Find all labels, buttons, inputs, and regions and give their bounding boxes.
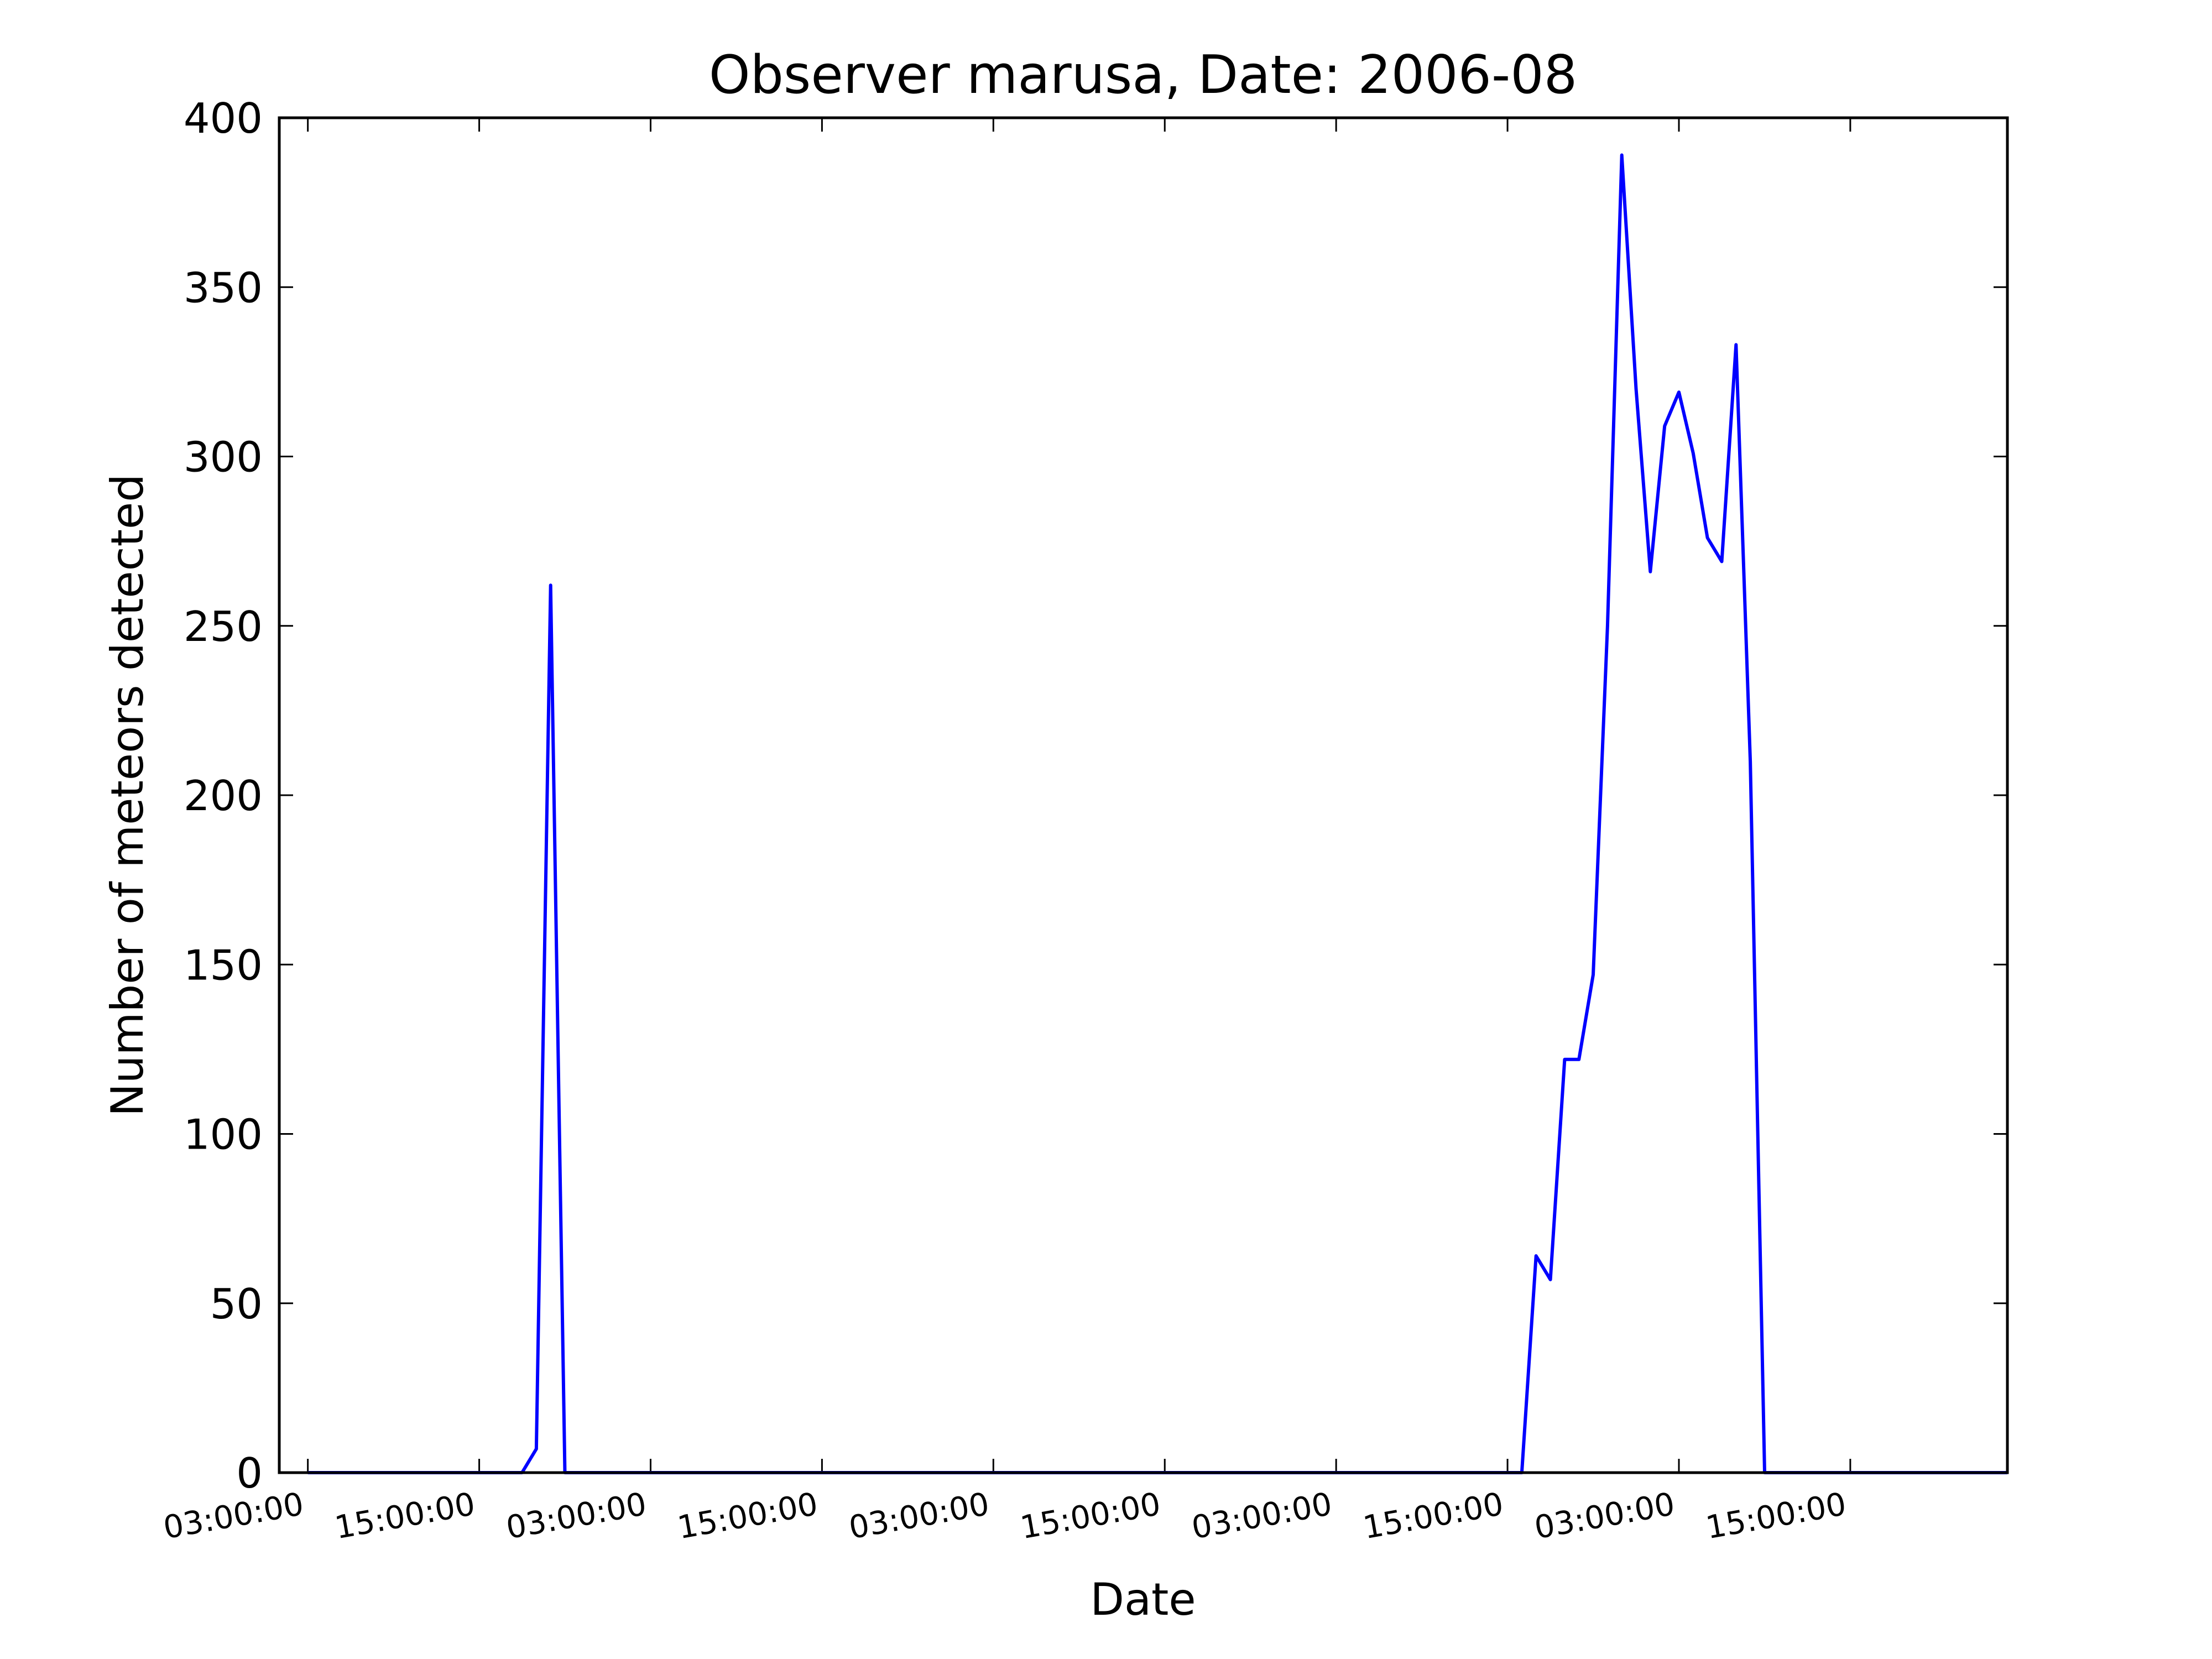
plot-frame [278,116,2009,1474]
x-tick-label: 03:00:00 [846,1486,992,1546]
y-tick-label: 50 [210,1280,263,1328]
y-tick-label: 200 [184,771,263,820]
x-tick-label: 03:00:00 [1532,1486,1678,1546]
y-tick-label: 400 [184,94,263,143]
series-line [307,153,2007,1474]
x-axis-label: Date [1090,1574,1196,1625]
y-tick-label: 250 [184,602,263,651]
y-tick-label: 100 [184,1110,263,1159]
y-tick-label: 0 [236,1449,263,1498]
y-axis-label: Number of meteors detected [102,474,153,1117]
plot-area [307,153,2007,1474]
y-tick-label: 350 [184,263,263,312]
x-tick-label: 15:00:00 [1360,1486,1506,1546]
x-tick-label: 03:00:00 [1189,1486,1335,1546]
x-tick-label: 15:00:00 [675,1486,821,1546]
y-tick-label: 150 [184,941,263,989]
y-tick-label: 300 [184,433,263,482]
x-tick-label: 03:00:00 [503,1486,649,1546]
x-tick-label: 15:00:00 [1018,1486,1164,1546]
x-tick-label: 15:00:00 [332,1486,478,1546]
ticks-layer: 0 50 100 150 200 250 300 350 400 03:00:00 15:00:00… [161,94,2007,1546]
chart-title: Observer marusa, Date: 2006-08 [709,45,1577,106]
x-tick-label: 15:00:00 [1703,1486,1849,1546]
x-tick-label: 03:00:00 [161,1486,307,1546]
